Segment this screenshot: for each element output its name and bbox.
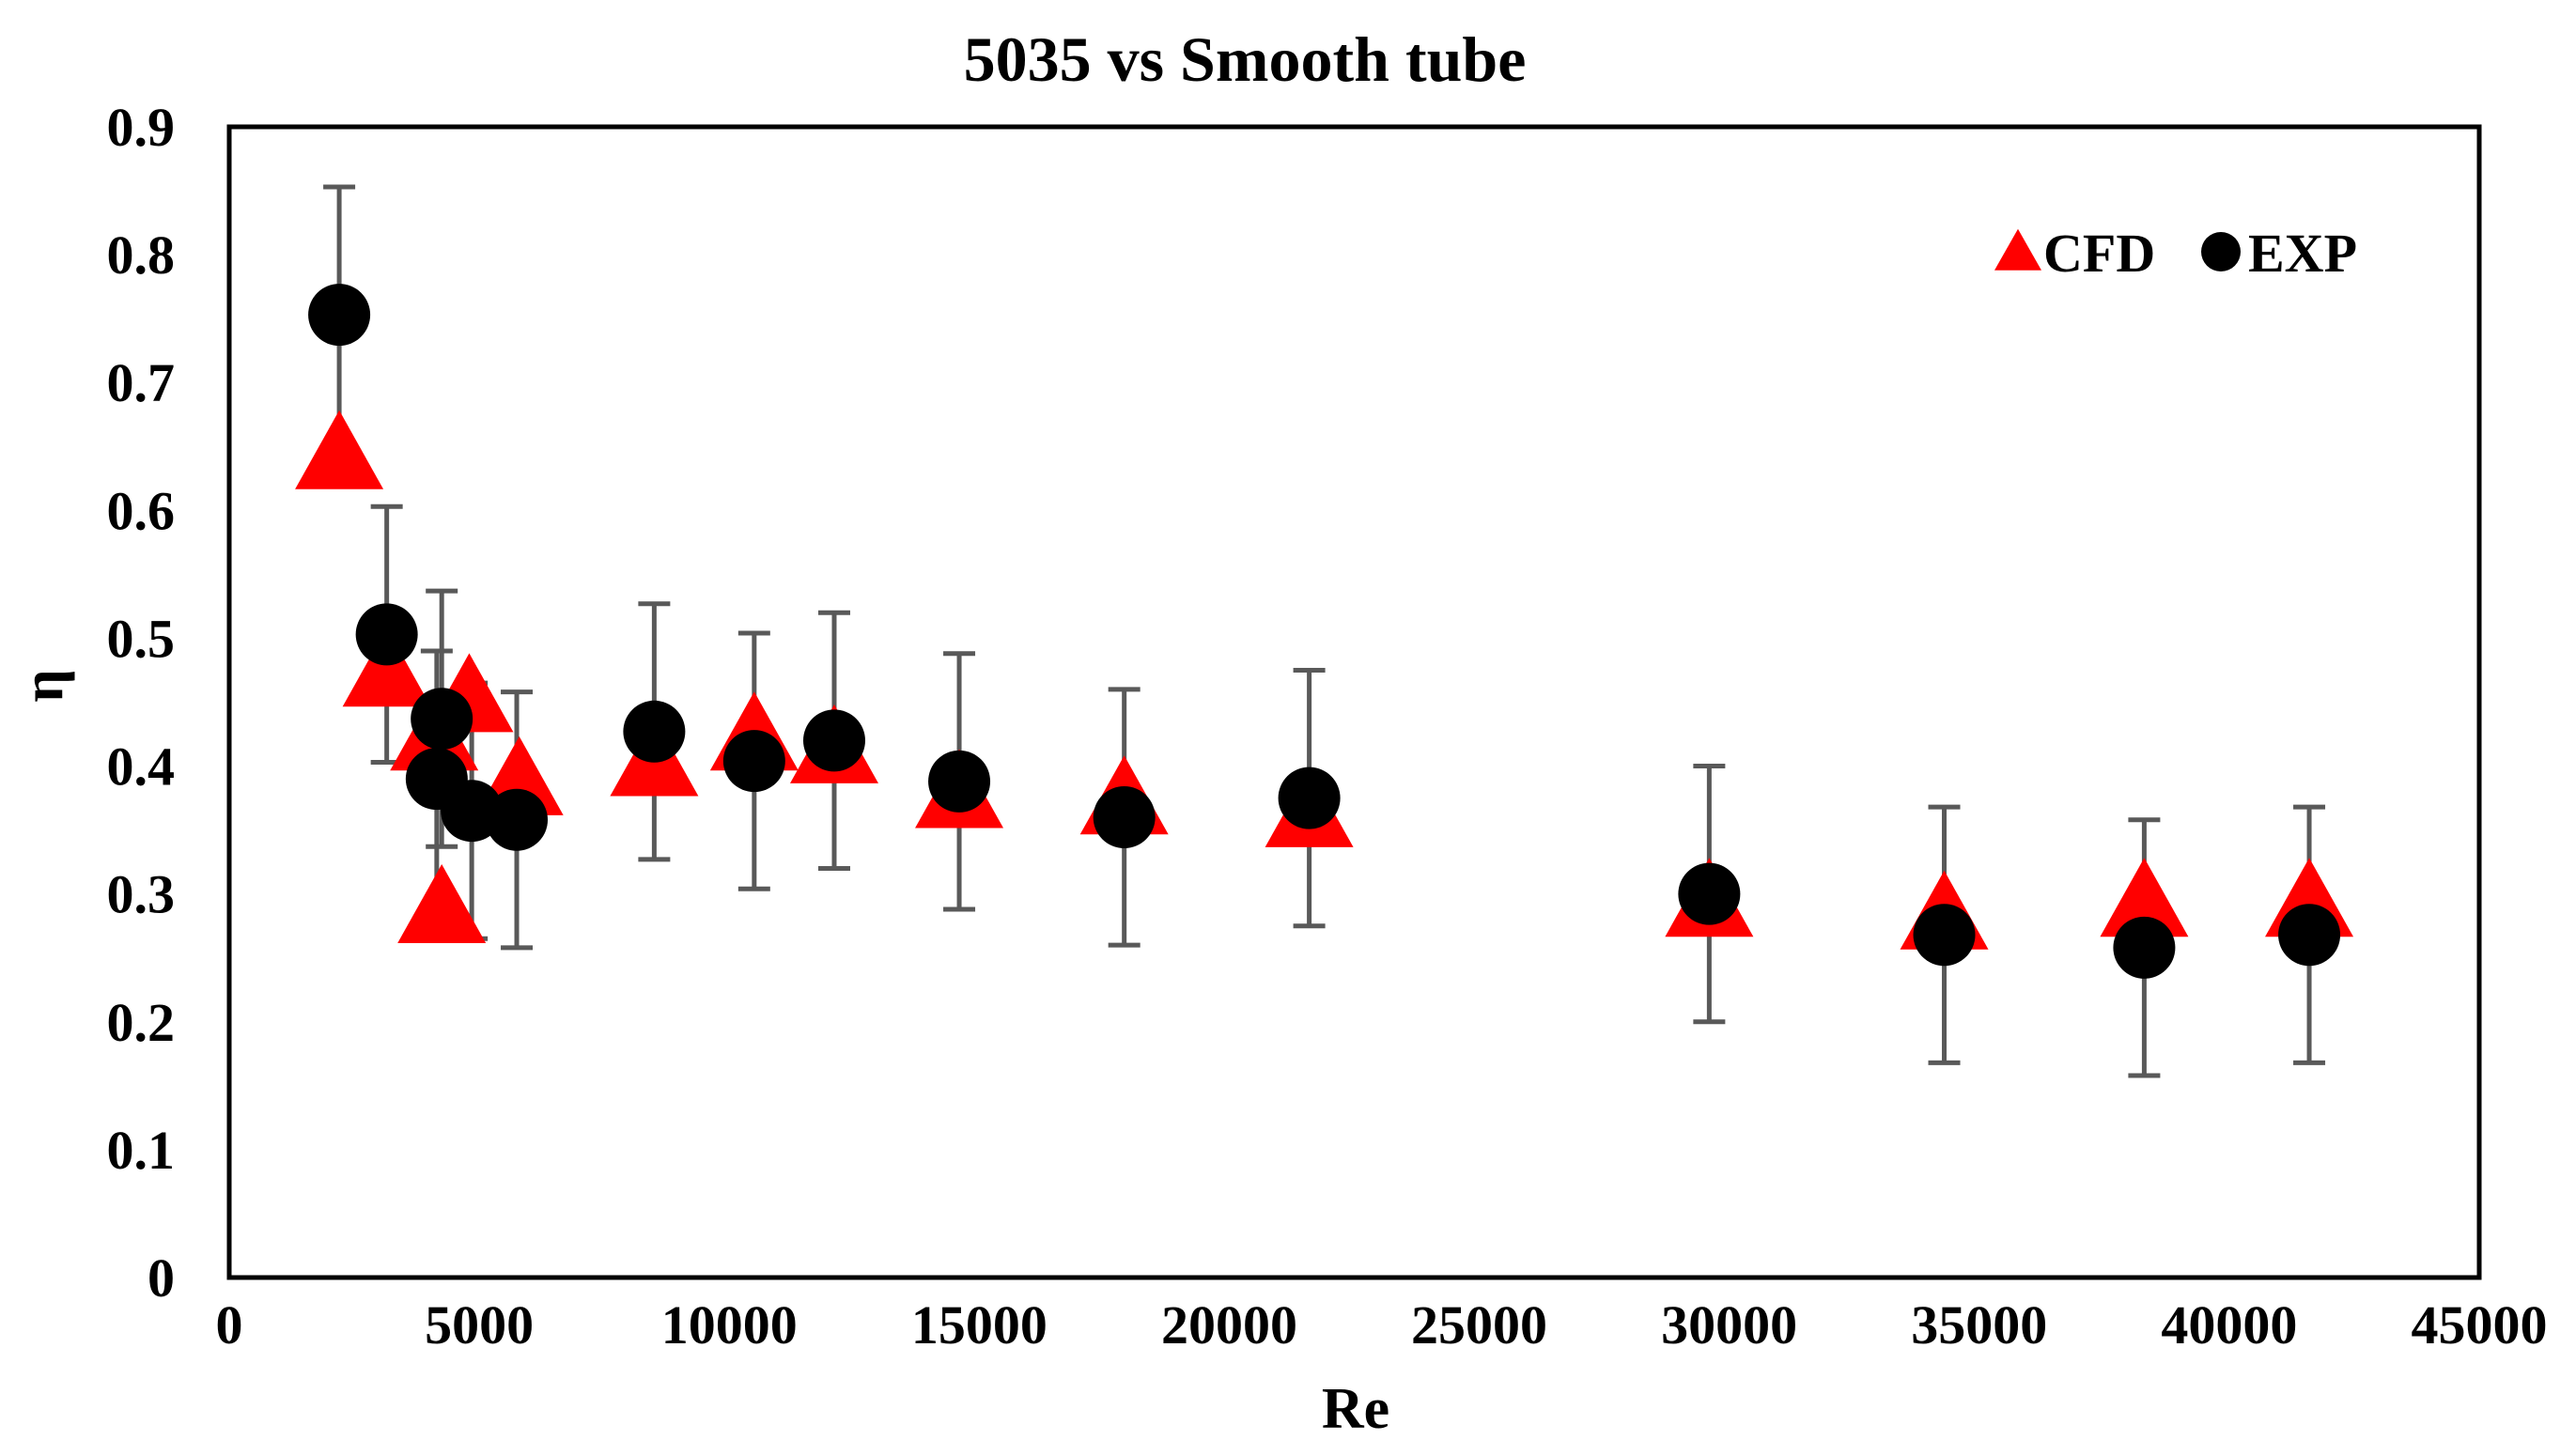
cfd-point <box>397 864 487 944</box>
legend-cfd-label: CFD <box>2043 223 2155 284</box>
exp-point <box>623 700 686 763</box>
x-tick-label: 25000 <box>1411 1294 1547 1355</box>
exp-point <box>486 788 549 851</box>
legend: CFD EXP <box>1994 223 2357 284</box>
y-axis: 0 0.1 0.2 0.3 0.4 0.5 0.6 0.7 0.8 0.9 <box>107 97 176 1309</box>
y-tick-label: 0.2 <box>107 992 176 1053</box>
cfd-point <box>342 627 431 707</box>
x-tick-label: 35000 <box>1911 1294 2047 1355</box>
exp-point <box>411 688 473 751</box>
y-tick-label: 0.3 <box>107 864 176 925</box>
y-tick-label: 0.1 <box>107 1120 176 1181</box>
exp-point <box>1913 904 1976 967</box>
chart-title: 5035 vs Smooth tube <box>964 23 1527 95</box>
cfd-point <box>295 410 384 489</box>
x-tick-label: 15000 <box>911 1294 1047 1355</box>
x-tick-label: 20000 <box>1161 1294 1297 1355</box>
x-tick-label: 10000 <box>661 1294 798 1355</box>
x-tick-label: 30000 <box>1661 1294 1797 1355</box>
cfd-point <box>2100 858 2189 937</box>
y-tick-label: 0.6 <box>107 480 176 541</box>
exp-point <box>1678 862 1741 925</box>
plot-area <box>226 124 2482 1280</box>
exp-point <box>928 750 991 813</box>
exp-series <box>308 284 2341 979</box>
exp-point <box>722 730 785 793</box>
x-axis: 0 5000 10000 15000 20000 25000 30000 35000 40000… <box>216 1294 2548 1355</box>
y-tick-label: 0.7 <box>107 352 176 413</box>
y-axis-label: η <box>11 669 75 702</box>
x-tick-label: 40000 <box>2161 1294 2297 1355</box>
exp-point <box>308 284 371 347</box>
exp-point <box>802 709 865 772</box>
y-tick-label: 0.8 <box>107 225 176 286</box>
y-tick-label: 0.9 <box>107 97 176 158</box>
exp-point <box>355 603 418 666</box>
exp-point <box>2113 916 2176 979</box>
legend-cfd-marker <box>1994 228 2041 271</box>
x-axis-label: Re <box>1322 1377 1389 1441</box>
exp-point <box>2278 904 2341 967</box>
legend-exp-marker <box>2201 232 2241 271</box>
x-tick-label: 45000 <box>2412 1294 2548 1355</box>
legend-exp-label: EXP <box>2248 223 2357 284</box>
x-tick-label: 0 <box>216 1294 243 1355</box>
exp-point <box>1093 786 1156 848</box>
exp-point <box>1278 767 1341 829</box>
y-tick-label: 0.5 <box>107 608 176 669</box>
y-tick-label: 0.4 <box>107 736 176 798</box>
y-tick-label: 0 <box>147 1247 175 1309</box>
x-tick-label: 5000 <box>425 1294 534 1355</box>
